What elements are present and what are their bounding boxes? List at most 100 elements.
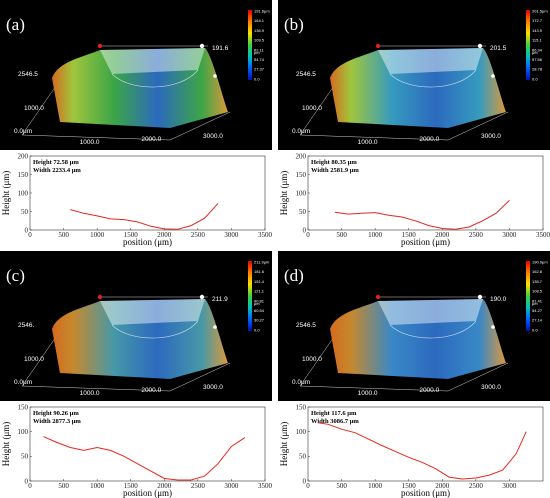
profile-line	[334, 200, 510, 230]
y-axis-label: Height (μm)	[279, 171, 289, 216]
x-tick-label-7: 3500	[536, 231, 550, 239]
colorbar-tick-4: 82.11	[254, 47, 264, 52]
surface-highlight	[100, 299, 205, 325]
colorbar-tick-2: 135.7	[532, 279, 543, 284]
panel-b: (b) 201.5 2546.5 1000.0 0.0μm 1000.0 2000.0 300…	[278, 0, 550, 247]
width-annotation: Width 2581.9 μm	[311, 167, 359, 174]
panel-label: (c)	[6, 266, 25, 285]
marker-white-dot	[477, 294, 483, 300]
y-tick-label-0: 0	[25, 226, 29, 234]
y-depth-label: 2546.5	[18, 71, 38, 78]
x-axis-label-1: 2000.0	[141, 136, 161, 143]
marker-red-dot	[97, 43, 103, 49]
y-tick-label-2: 100	[296, 189, 307, 197]
marker-red-dot	[375, 294, 381, 300]
width-annotation: Width 3086.7 μm	[311, 418, 359, 425]
colorbar-tick-6: 27.37	[254, 67, 265, 72]
x-axis-label: position (μm)	[401, 488, 450, 498]
colorbar-tick-7: 0.0	[254, 76, 260, 81]
y-tick-label-3: 150	[18, 403, 29, 411]
marker-red-dot	[97, 294, 103, 300]
surface-highlight	[378, 299, 483, 325]
x-axis-label-2: 3000.0	[203, 384, 223, 391]
y-tick-label-2: 100	[18, 189, 29, 197]
profile-line	[43, 436, 246, 481]
colorbar	[526, 261, 530, 331]
x-tick-label-0: 0	[306, 482, 310, 490]
y-tick-label-1: 50	[21, 208, 29, 216]
x-axis-label-0: 1000.0	[358, 139, 378, 146]
x-tick-label-2: 1000	[90, 231, 105, 239]
colorbar-tick-3: 115.1	[532, 38, 542, 43]
colorbar-tick-5: 54.74	[254, 57, 265, 62]
marker-white-dot	[199, 43, 205, 49]
plot-frame	[29, 406, 266, 482]
y-axis-label: Height (μm)	[1, 422, 11, 467]
colorbar-tick-4: 81.41	[532, 298, 543, 303]
width-annotation: Width 2233.4 μm	[33, 167, 81, 174]
colorbar-tick-7: 0.0	[254, 327, 260, 332]
colorbar-unit: μm	[254, 50, 260, 55]
x-axis-label-2: 3000.0	[203, 133, 223, 140]
x-axis-label-0: 1000.0	[358, 390, 378, 397]
colorbar-tick-4: 90.81	[254, 298, 265, 303]
colorbar-tick-5: 57.56	[532, 57, 543, 62]
colorbar-tick-3: 109.5	[254, 38, 265, 43]
x-tick-label-2: 1000	[368, 482, 383, 490]
base-axis	[299, 362, 509, 392]
panel-label: (d)	[284, 266, 304, 285]
colorbar-tick-0: 190.0μm	[532, 259, 548, 264]
y-axis-label: Height (μm)	[279, 422, 289, 467]
x-tick-label-2: 1000	[90, 482, 105, 490]
height-annotation: Height 72.58 μm	[33, 159, 79, 166]
depth-axis	[299, 79, 339, 136]
colorbar-tick-6: 27.14	[532, 318, 543, 323]
y-depth-label: 2546.5	[296, 71, 316, 78]
base-axis	[21, 111, 231, 141]
groove-edge	[111, 320, 199, 339]
y-tick-label-4: 200	[18, 152, 29, 160]
y-tick-label-3: 150	[296, 403, 307, 411]
colorbar-tick-5: 54.27	[532, 308, 543, 313]
colorbar-tick-2: 143.9	[532, 28, 543, 33]
colorbar-tick-5: 60.54	[254, 308, 265, 313]
colorbar-tick-7: 0.0	[532, 76, 538, 81]
y-tick-label-3: 150	[18, 171, 29, 179]
x-axis-label-0: 1000.0	[80, 139, 100, 146]
groove-edge	[111, 69, 199, 88]
y-depth-label: 2546.5	[296, 322, 316, 329]
height-annotation: Height 90.26 μm	[33, 410, 79, 417]
x-tick-label-0: 0	[28, 482, 32, 490]
surface-highlight	[100, 48, 205, 74]
colorbar-tick-1: 162.8	[532, 269, 543, 274]
profile-svg-a: 0 500 1000 1500 2000 2500 3000 3500 0 50 100 150 200…	[1, 152, 272, 247]
z-max-label: 201.5	[490, 45, 507, 52]
panel-d: (d) 190.0 2546.5 1000.0 0.0μm 1000.0 2000.0 300…	[278, 251, 550, 498]
colorbar-unit: μm	[532, 301, 538, 306]
groove-edge	[389, 69, 477, 88]
surface-image-b: (b) 201.5 2546.5 1000.0 0.0μm 1000.0 2000.0 300…	[278, 0, 550, 150]
profile-line	[70, 203, 219, 230]
marker-white-dot	[477, 43, 483, 49]
x-axis-label-1: 2000.0	[419, 387, 439, 394]
x-tick-label-2: 1000	[368, 231, 383, 239]
x-tick-label-5: 2500	[469, 231, 484, 239]
profile-svg-c: 0 500 1000 1500 2000 2500 3000 3500 0 50 100 150 pos…	[1, 403, 272, 498]
profile-plot-b: 0 500 1000 1500 2000 2500 3000 3500 0 50 100 150 200…	[278, 150, 550, 247]
y-tick-label-0: 0	[303, 477, 307, 485]
x-tick-label-4: 2000	[435, 482, 450, 490]
x-tick-label-3: 1500	[402, 482, 417, 490]
surface-image-d: (d) 190.0 2546.5 1000.0 0.0μm 1000.0 2000.0 300…	[278, 251, 550, 401]
base-axis	[299, 111, 509, 141]
y-tick-label-2: 100	[296, 428, 307, 436]
y-tick-label-2: 100	[18, 428, 29, 436]
panel-label: (a)	[6, 15, 25, 34]
colorbar	[248, 261, 252, 331]
y-tick-label-1: 50	[21, 453, 29, 461]
origin-label: 0.0μm	[14, 128, 32, 135]
colorbar-tick-4: 86.34	[532, 47, 543, 52]
colorbar-tick-2: 136.9	[254, 28, 265, 33]
